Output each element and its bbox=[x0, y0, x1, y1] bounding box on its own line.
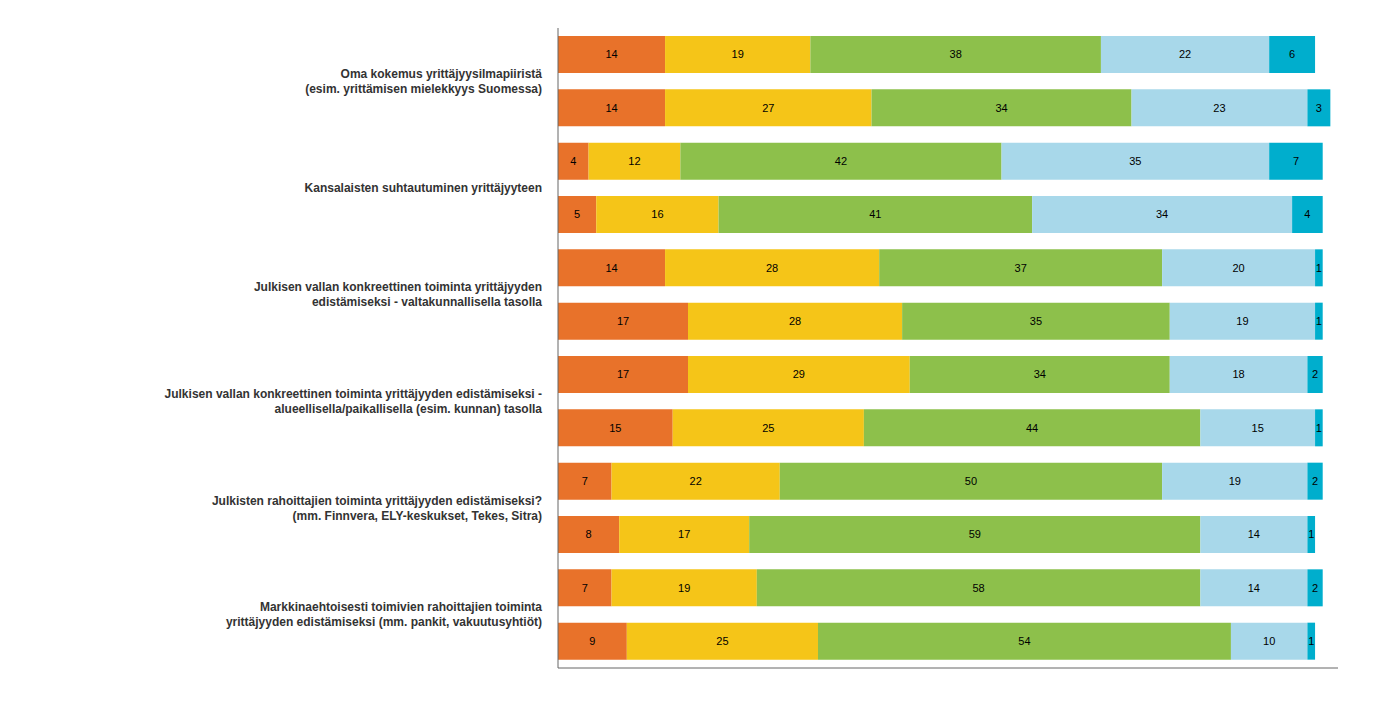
svg-text:37: 37 bbox=[1015, 262, 1027, 274]
svg-text:34: 34 bbox=[1034, 368, 1046, 380]
svg-text:41: 41 bbox=[869, 208, 881, 220]
svg-text:19: 19 bbox=[1236, 315, 1248, 327]
svg-text:34: 34 bbox=[1156, 208, 1168, 220]
svg-text:50: 50 bbox=[965, 475, 977, 487]
svg-text:28: 28 bbox=[766, 262, 778, 274]
svg-text:15: 15 bbox=[609, 422, 621, 434]
svg-text:2: 2 bbox=[1312, 582, 1318, 594]
svg-text:Oma kokemus yrittäjyysilmapiir: Oma kokemus yrittäjyysilmapiiristä(esim.… bbox=[305, 67, 542, 96]
svg-text:14: 14 bbox=[605, 262, 617, 274]
svg-text:3: 3 bbox=[1316, 102, 1322, 114]
svg-text:27: 27 bbox=[762, 102, 774, 114]
svg-text:19: 19 bbox=[1229, 475, 1241, 487]
svg-text:8: 8 bbox=[586, 528, 592, 540]
svg-text:1: 1 bbox=[1316, 262, 1322, 274]
svg-text:2: 2 bbox=[1312, 368, 1318, 380]
svg-text:Julkisen vallan konkreettinen: Julkisen vallan konkreettinen toiminta y… bbox=[165, 387, 543, 416]
svg-text:1: 1 bbox=[1308, 528, 1314, 540]
svg-text:17: 17 bbox=[617, 315, 629, 327]
svg-text:22: 22 bbox=[690, 475, 702, 487]
svg-text:29: 29 bbox=[793, 368, 805, 380]
svg-text:28: 28 bbox=[789, 315, 801, 327]
svg-text:4: 4 bbox=[1304, 208, 1310, 220]
svg-text:Julkisen vallan konkreettinen: Julkisen vallan konkreettinen toiminta y… bbox=[254, 280, 542, 309]
svg-text:10: 10 bbox=[1263, 635, 1275, 647]
svg-text:14: 14 bbox=[1248, 582, 1260, 594]
svg-text:1: 1 bbox=[1316, 422, 1322, 434]
svg-text:9: 9 bbox=[589, 635, 595, 647]
svg-text:35: 35 bbox=[1129, 155, 1141, 167]
svg-text:14: 14 bbox=[605, 102, 617, 114]
svg-text:19: 19 bbox=[732, 48, 744, 60]
svg-text:4: 4 bbox=[570, 155, 576, 167]
svg-text:17: 17 bbox=[678, 528, 690, 540]
svg-text:25: 25 bbox=[716, 635, 728, 647]
svg-text:25: 25 bbox=[762, 422, 774, 434]
svg-text:42: 42 bbox=[835, 155, 847, 167]
svg-text:Markkinaehtoisesti toimivien r: Markkinaehtoisesti toimivien rahoittajie… bbox=[226, 600, 542, 629]
svg-text:23: 23 bbox=[1213, 102, 1225, 114]
svg-text:7: 7 bbox=[1293, 155, 1299, 167]
svg-text:14: 14 bbox=[1248, 528, 1260, 540]
svg-text:5: 5 bbox=[574, 208, 580, 220]
svg-text:17: 17 bbox=[617, 368, 629, 380]
svg-text:22: 22 bbox=[1179, 48, 1191, 60]
svg-text:44: 44 bbox=[1026, 422, 1038, 434]
svg-text:58: 58 bbox=[972, 582, 984, 594]
svg-text:Julkisten rahoittajien toimint: Julkisten rahoittajien toiminta yrittäjy… bbox=[212, 494, 542, 523]
svg-text:14: 14 bbox=[605, 48, 617, 60]
svg-text:7: 7 bbox=[582, 475, 588, 487]
svg-text:15: 15 bbox=[1252, 422, 1264, 434]
svg-text:12: 12 bbox=[628, 155, 640, 167]
svg-text:20: 20 bbox=[1232, 262, 1244, 274]
svg-text:35: 35 bbox=[1030, 315, 1042, 327]
svg-text:54: 54 bbox=[1018, 635, 1030, 647]
svg-text:Kansalaisten suhtautuminen yri: Kansalaisten suhtautuminen yrittäjyyteen bbox=[305, 181, 542, 195]
svg-text:16: 16 bbox=[651, 208, 663, 220]
svg-text:1: 1 bbox=[1308, 635, 1314, 647]
svg-text:2: 2 bbox=[1312, 475, 1318, 487]
svg-text:6: 6 bbox=[1289, 48, 1295, 60]
svg-text:7: 7 bbox=[582, 582, 588, 594]
svg-text:1: 1 bbox=[1316, 315, 1322, 327]
svg-text:59: 59 bbox=[969, 528, 981, 540]
svg-text:38: 38 bbox=[950, 48, 962, 60]
svg-text:34: 34 bbox=[995, 102, 1007, 114]
svg-text:19: 19 bbox=[678, 582, 690, 594]
svg-text:18: 18 bbox=[1232, 368, 1244, 380]
